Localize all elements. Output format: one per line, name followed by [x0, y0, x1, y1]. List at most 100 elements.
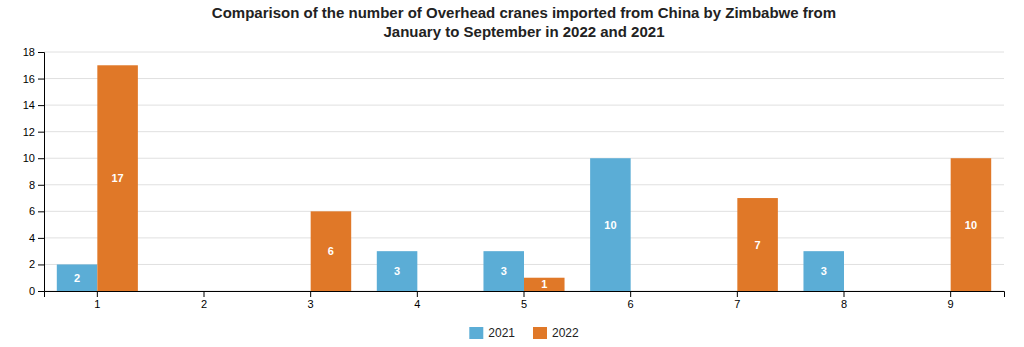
- x-tick: 8: [841, 291, 847, 310]
- grid-line: [44, 211, 1004, 212]
- x-tick-label: 2: [201, 298, 207, 310]
- legend: 2021 2022: [469, 326, 579, 340]
- y-tick-label: 6: [29, 205, 35, 217]
- x-tick-mark: [950, 291, 951, 297]
- y-tick-label: 14: [23, 99, 35, 111]
- bar: [844, 291, 885, 292]
- bar: [590, 158, 631, 291]
- x-tick-mark: [524, 291, 525, 297]
- bar-series: [97, 65, 991, 291]
- y-tick: 16: [23, 73, 44, 85]
- grid-line: [44, 52, 1004, 53]
- bar-series: [57, 158, 844, 291]
- legend-item: 2021: [469, 326, 515, 340]
- y-tick-label: 0: [29, 285, 35, 297]
- y-tick: 2: [29, 258, 44, 270]
- x-tick-mark: [310, 291, 311, 297]
- data-label: 6: [328, 245, 334, 257]
- bar: [311, 211, 352, 291]
- y-tick-mark: [38, 52, 44, 53]
- legend-swatch: [533, 327, 547, 339]
- x-tick-mark: [204, 291, 205, 297]
- x-tick-label: 3: [308, 298, 314, 310]
- grid-line: [44, 105, 1004, 106]
- y-axis-line: [38, 53, 45, 292]
- bar: [737, 198, 778, 291]
- data-label: 3: [501, 265, 507, 277]
- legend-label: 2022: [552, 326, 579, 340]
- y-tick-label: 4: [29, 232, 35, 244]
- grid: [44, 52, 1004, 291]
- y-tick-mark: [38, 264, 44, 265]
- data-label: 3: [821, 265, 827, 277]
- data-label: 17: [111, 172, 123, 184]
- y-tick-mark: [38, 291, 44, 292]
- y-tick-label: 8: [29, 179, 35, 191]
- bar: [803, 251, 844, 291]
- bar: [910, 291, 951, 292]
- data-label: 10: [965, 219, 977, 231]
- y-tick-mark: [38, 185, 44, 186]
- bar: [57, 264, 98, 291]
- x-tick: 5: [521, 291, 527, 310]
- data-label: 10: [604, 219, 616, 231]
- data-label: 7: [755, 239, 761, 251]
- bar: [97, 65, 138, 291]
- legend-swatch: [469, 327, 483, 339]
- y-tick: 8: [29, 179, 44, 191]
- bar: [204, 291, 245, 292]
- bar: [417, 291, 458, 292]
- y-tick-label: 18: [23, 46, 35, 58]
- x-tick-label: 1: [94, 298, 100, 310]
- y-tick: 12: [23, 126, 44, 138]
- chart-title: Comparison of the number of Overhead cra…: [212, 4, 836, 40]
- x-tick-label: 9: [948, 298, 954, 310]
- y-tick-label: 2: [29, 258, 35, 270]
- grid-line: [44, 184, 1004, 185]
- y-tick-mark: [38, 158, 44, 159]
- x-tick-mark: [417, 291, 418, 297]
- x-tick: 1: [94, 291, 100, 310]
- data-labels: 2331031761710: [74, 172, 977, 290]
- bar: [631, 291, 672, 292]
- data-label: 1: [541, 278, 547, 290]
- grid-line: [44, 78, 1004, 79]
- bar: [270, 291, 311, 292]
- y-tick-label: 16: [23, 73, 35, 85]
- title-line: Comparison of the number of Overhead cra…: [212, 4, 836, 21]
- x-tick-mark: [97, 291, 98, 297]
- bars: [57, 65, 991, 291]
- bar: [483, 251, 524, 291]
- grid-line: [44, 158, 1004, 159]
- y-tick: 14: [23, 99, 44, 111]
- x-tick-mark: [630, 291, 631, 297]
- x-tick: 7: [734, 291, 740, 310]
- y-tick-mark: [38, 105, 44, 106]
- y-tick: 18: [23, 46, 44, 58]
- plot: 2331031761710024681012141618123456789: [23, 46, 1005, 310]
- y-tick-mark: [38, 132, 44, 133]
- x-tick-label: 8: [841, 298, 847, 310]
- y-tick-mark: [38, 79, 44, 80]
- x-tick: 9: [948, 291, 954, 310]
- bar: [697, 291, 738, 292]
- x-axis: 123456789: [45, 291, 1005, 310]
- legend-item: 2022: [533, 326, 579, 340]
- bar: [524, 278, 565, 291]
- bar: [951, 158, 992, 291]
- y-axis: 0 2 4 6 8 10 12 14 16 18: [23, 46, 45, 297]
- data-label: 3: [394, 265, 400, 277]
- grid-line: [44, 237, 1004, 238]
- data-label: 2: [74, 272, 80, 284]
- chart: Comparison of the number of Overhead cra…: [0, 0, 1024, 347]
- x-tick: 2: [201, 291, 207, 310]
- y-tick: 6: [29, 205, 44, 217]
- y-tick: 0: [29, 285, 44, 297]
- grid-line: [44, 131, 1004, 132]
- x-tick: 6: [628, 291, 634, 310]
- y-tick: 10: [23, 152, 44, 164]
- bar: [377, 251, 418, 291]
- y-tick-label: 10: [23, 152, 35, 164]
- x-tick-label: 6: [628, 298, 634, 310]
- y-tick-mark: [38, 238, 44, 239]
